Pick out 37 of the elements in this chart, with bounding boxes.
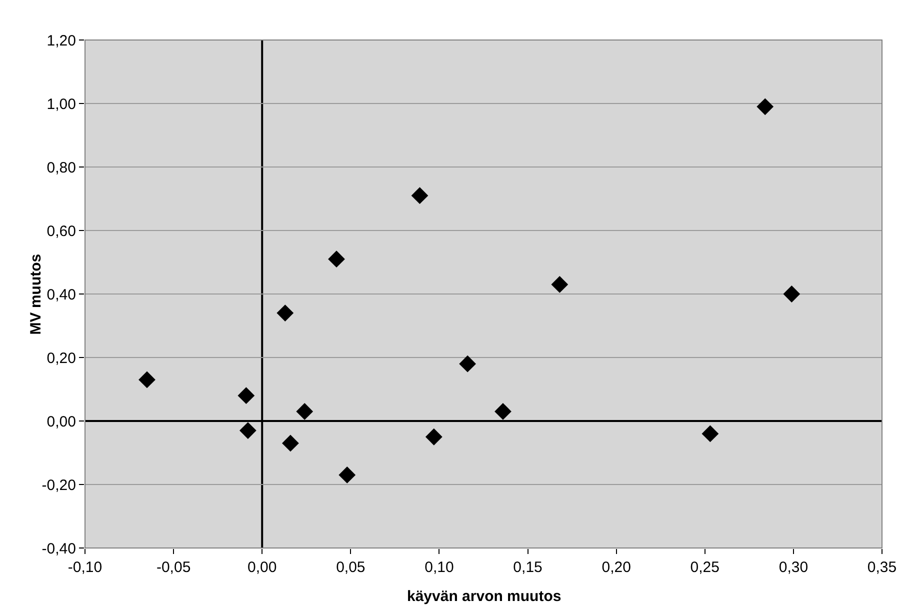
x-tick-label: -0,05 (156, 559, 191, 576)
x-tick-label: 0,20 (602, 559, 631, 576)
point (282, 434, 299, 452)
y-tick-label: 0,60 (46, 222, 76, 240)
point (239, 422, 256, 439)
point (425, 428, 442, 446)
point (338, 466, 356, 484)
x-tick-label: 0,05 (336, 559, 366, 576)
point (276, 304, 294, 322)
point (783, 286, 800, 302)
x-tick-label: -0,10 (68, 559, 102, 576)
point (138, 371, 156, 388)
x-tick-label: 0,35 (867, 559, 897, 576)
y-axis-title: MV muutos (28, 254, 45, 335)
y-tick-label: 1,20 (46, 32, 76, 50)
point (494, 403, 512, 420)
y-tick-label: 0,40 (46, 286, 76, 304)
point (238, 387, 255, 404)
y-tick-label: 1,00 (46, 96, 76, 113)
x-tick-label: 0,25 (690, 559, 720, 576)
y-tick-label: 0,00 (46, 413, 76, 430)
point (296, 403, 314, 420)
x-tick-label: 0,15 (513, 559, 542, 576)
x-tick-label: 0,30 (778, 559, 808, 576)
x-tick-label: 0,00 (248, 559, 277, 576)
x-axis-title: käyvän arvon muutos (407, 588, 562, 605)
y-tick-label: -0,20 (42, 476, 76, 494)
point (328, 250, 345, 268)
point (551, 276, 568, 293)
point (702, 425, 719, 442)
y-tick-label: 0,20 (46, 350, 76, 367)
y-tick-label: -0,40 (42, 540, 76, 558)
point (756, 98, 774, 116)
point (411, 187, 428, 204)
y-tick-label: 0,80 (46, 159, 76, 176)
x-tick-label: 0,10 (424, 559, 454, 576)
point (459, 355, 476, 372)
